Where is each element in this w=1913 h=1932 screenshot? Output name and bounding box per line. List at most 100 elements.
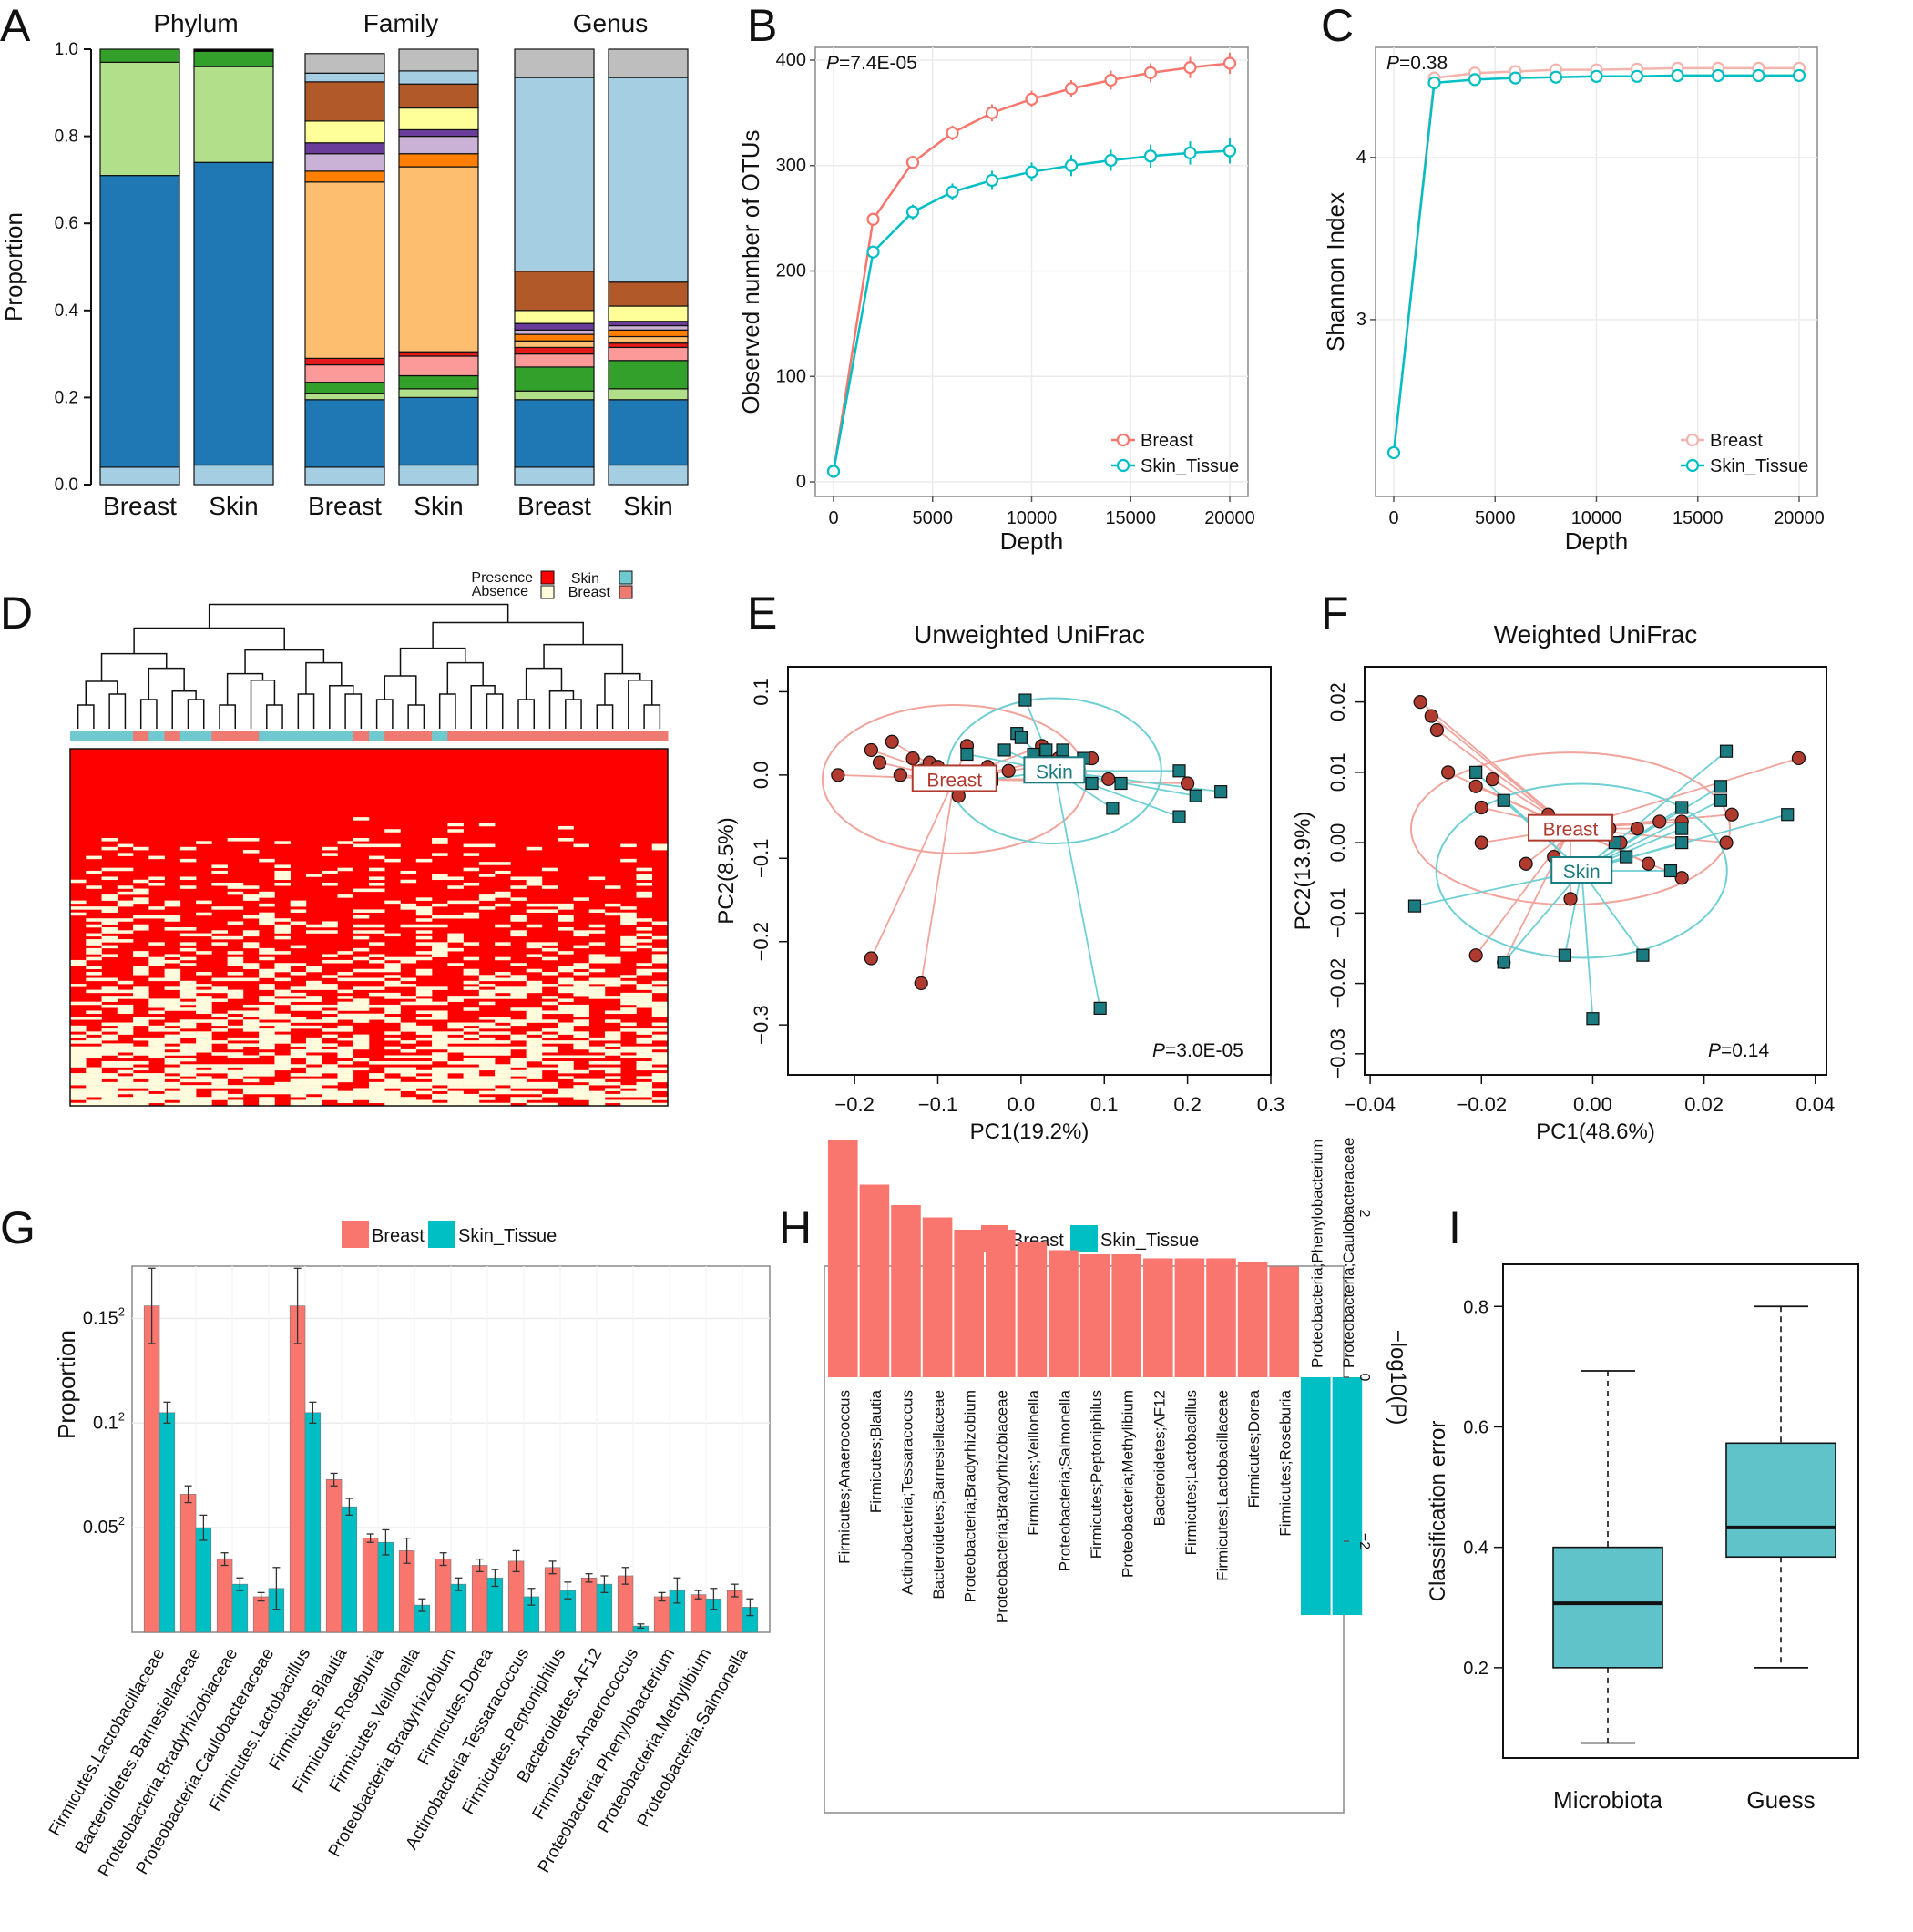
d-absence-cell	[133, 1076, 149, 1079]
h-category-label: Firmicutes;Roseburia	[1277, 1389, 1294, 1536]
d-absence-cell	[259, 968, 275, 973]
d-absence-cell	[322, 1004, 338, 1008]
a-bar-segment	[514, 466, 595, 486]
c-y-tick-label: 3	[1356, 310, 1366, 330]
d-absence-cell	[242, 977, 260, 982]
d-absence-cell	[337, 1052, 354, 1056]
d-absence-cell	[259, 1022, 275, 1027]
d-absence-cell	[86, 951, 102, 955]
a-group-title: Family	[363, 9, 438, 37]
d-absence-cell	[337, 1028, 354, 1032]
d-absence-cell	[526, 924, 543, 928]
g-bar-skin	[450, 1583, 467, 1633]
d-absence-cell	[164, 954, 181, 957]
e-y-tick-label: −0.2	[750, 922, 772, 961]
d-absence-cell	[604, 980, 621, 985]
d-absence-cell	[196, 841, 212, 844]
d-absence-cell	[369, 876, 385, 881]
d-absence-cell	[164, 1028, 181, 1032]
d-absence-cell	[117, 1076, 134, 1079]
d-absence-cell	[322, 954, 338, 957]
d-absence-cell	[242, 1073, 260, 1077]
d-absence-cell	[588, 980, 606, 985]
d-absence-cell	[353, 930, 370, 934]
d-absence-cell	[117, 1078, 134, 1083]
d-absence-cell	[384, 1067, 401, 1071]
d-absence-cell	[211, 1064, 228, 1068]
d-dendro-branch	[470, 685, 496, 729]
d-absence-cell	[290, 972, 307, 976]
d-absence-cell	[179, 1052, 197, 1056]
d-absence-cell	[196, 1046, 212, 1050]
d-absence-cell	[432, 1013, 448, 1017]
d-absence-cell	[526, 883, 543, 886]
d-absence-cell	[164, 977, 181, 982]
d-absence-cell	[541, 1034, 558, 1038]
d-absence-cell	[242, 1043, 260, 1047]
e-x-tick-label: 0.0	[1008, 1093, 1036, 1116]
d-absence-cell	[478, 894, 496, 898]
d-absence-cell	[70, 1078, 87, 1083]
d-absence-cell	[463, 1085, 480, 1089]
d-absence-cell	[541, 984, 558, 987]
d-absence-cell	[636, 933, 653, 937]
d-absence-cell	[541, 1019, 558, 1023]
d-absence-cell	[179, 1067, 197, 1071]
a-bar-segment	[608, 77, 689, 283]
d-group-bar-cell	[620, 731, 637, 741]
d-absence-cell	[290, 909, 307, 913]
d-absence-cell	[86, 1048, 102, 1053]
e-point-breast	[864, 951, 878, 966]
d-absence-cell	[305, 1085, 322, 1089]
d-absence-cell	[636, 992, 653, 997]
d-absence-cell	[495, 924, 511, 928]
d-absence-cell	[651, 959, 669, 964]
d-absence-cell	[133, 891, 149, 895]
h-category-label: Proteobacteria;Bradyrhizobium	[962, 1390, 979, 1602]
d-absence-cell	[510, 1069, 527, 1074]
d-absence-cell	[463, 1061, 480, 1065]
d-absence-cell	[432, 945, 448, 949]
d-absence-cell	[322, 1088, 338, 1091]
d-absence-cell	[604, 1069, 621, 1074]
d-absence-cell	[384, 858, 401, 863]
d-absence-cell	[211, 1097, 228, 1100]
d-absence-cell	[322, 1048, 338, 1053]
d-absence-cell	[101, 1076, 118, 1079]
d-absence-cell	[337, 1007, 354, 1011]
e-y-axis-label: PC2(8.5%)	[714, 817, 739, 924]
d-absence-cell	[290, 1052, 307, 1056]
g-bar-skin	[159, 1412, 176, 1633]
b-data-point	[826, 465, 841, 478]
d-absence-cell	[415, 930, 433, 934]
d-absence-cell	[196, 1040, 212, 1044]
d-absence-cell	[400, 1022, 417, 1027]
d-absence-cell	[86, 977, 102, 982]
a-bar-label: Breast	[103, 492, 177, 520]
d-absence-cell	[510, 1097, 527, 1100]
d-absence-cell	[526, 1081, 543, 1086]
a-bar-segment	[193, 48, 274, 52]
d-absence-cell	[651, 1010, 669, 1015]
d-absence-cell	[259, 912, 275, 916]
b-data-point	[946, 126, 959, 139]
d-absence-cell	[242, 1090, 260, 1095]
d-absence-cell	[179, 1019, 197, 1023]
d-absence-cell	[463, 1007, 480, 1011]
b-data-point	[1104, 73, 1118, 87]
a-bar-segment	[304, 72, 385, 83]
f-point-skin	[1497, 956, 1510, 969]
d-absence-cell	[196, 900, 212, 905]
d-legend-skin: Skin	[571, 571, 599, 587]
d-absence-cell	[242, 1019, 260, 1023]
d-absence-cell	[148, 1048, 165, 1053]
d-absence-cell	[101, 918, 118, 922]
e-x-tick-label: 0.2	[1173, 1093, 1202, 1116]
d-absence-cell	[526, 1067, 543, 1071]
d-absence-cell	[274, 966, 291, 970]
d-absence-cell	[133, 1081, 149, 1086]
h-category-label: Bacteroidetes;AF12	[1151, 1390, 1168, 1526]
d-absence-cell	[384, 843, 401, 848]
d-absence-cell	[196, 1085, 212, 1089]
a-bar-segment	[514, 340, 595, 349]
